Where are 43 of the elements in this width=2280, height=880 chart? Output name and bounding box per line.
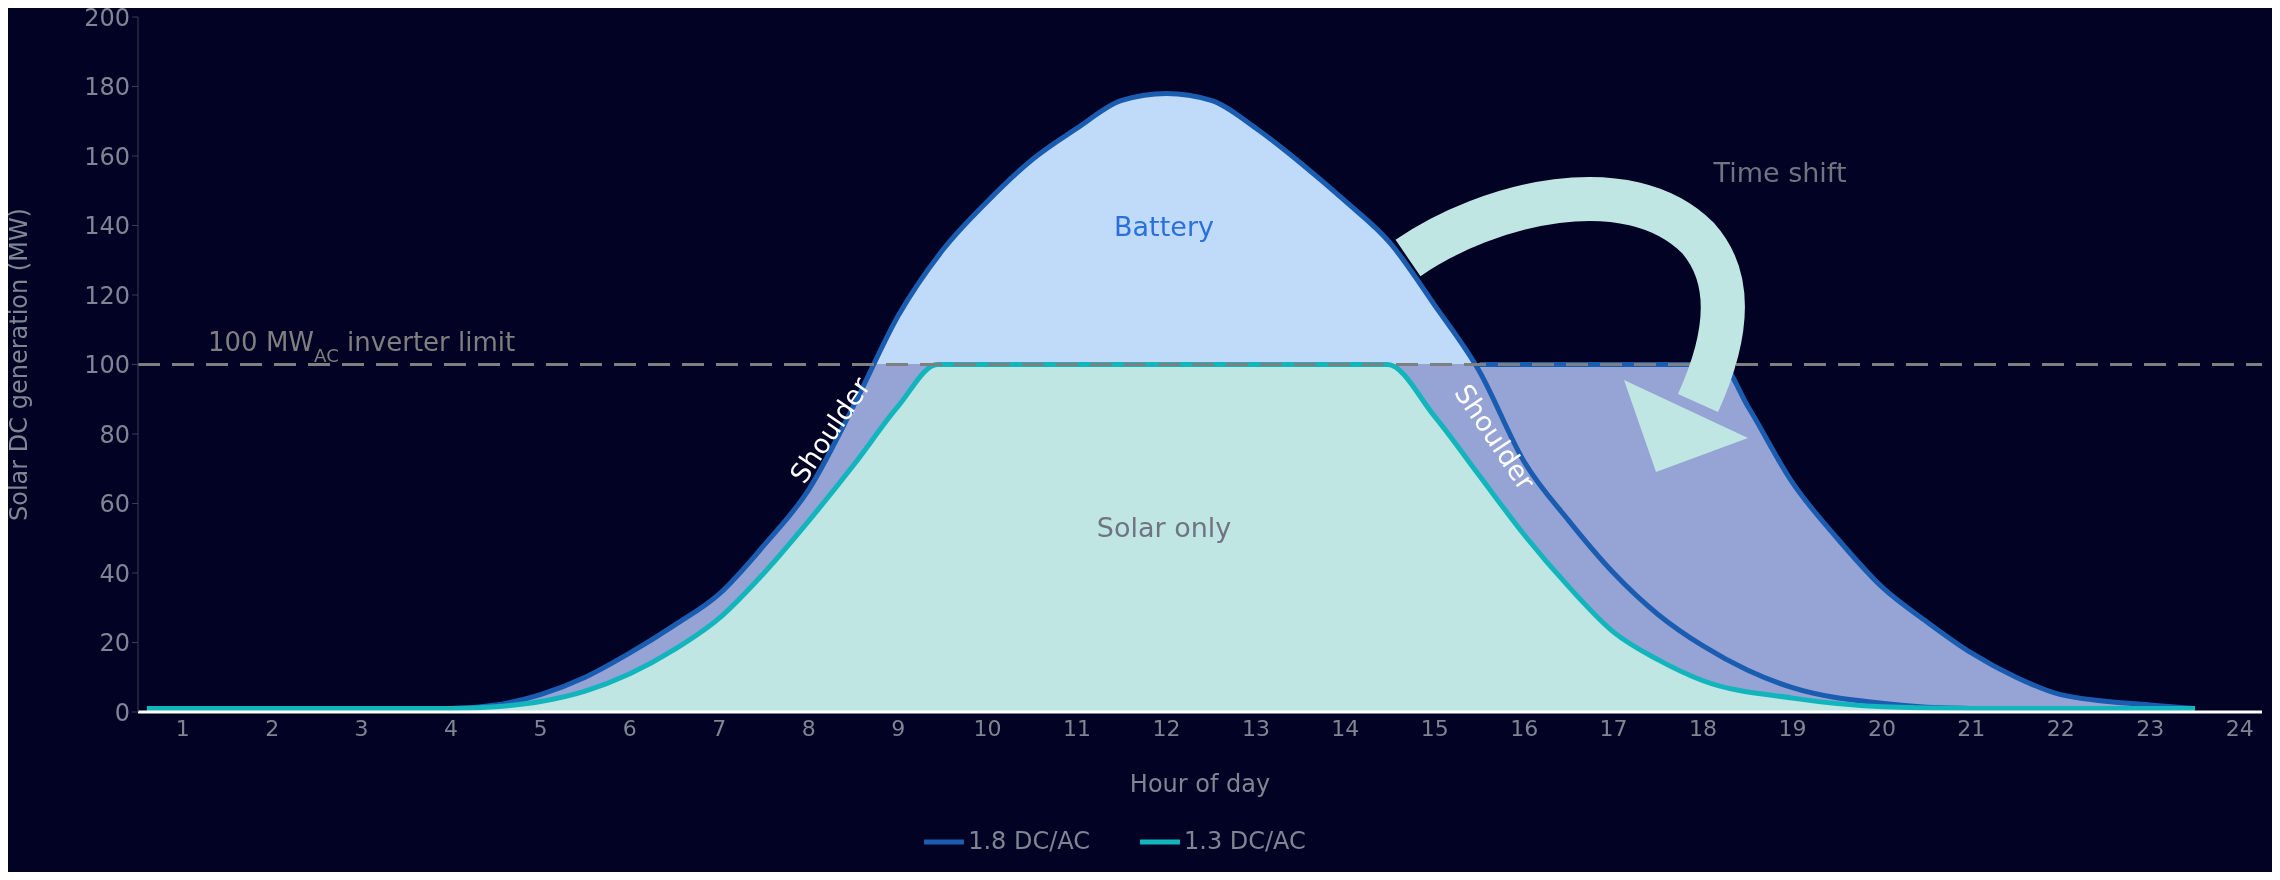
x-tick-label: 12 — [1152, 715, 1181, 741]
x-tick-label: 8 — [801, 715, 816, 741]
y-tick-label: 80 — [99, 420, 130, 449]
x-tick-label: 2 — [265, 715, 280, 741]
x-axis-title: Hour of day — [1129, 770, 1271, 798]
x-tick-label: 24 — [2225, 715, 2254, 741]
x-tick-label: 19 — [1778, 715, 1807, 741]
y-tick-label: 180 — [84, 73, 130, 102]
y-tick-label: 40 — [99, 559, 130, 588]
x-tick-label: 21 — [1957, 715, 1986, 741]
x-tick-label: 6 — [622, 715, 637, 741]
y-axis-title: Solar DC generation (MW) — [4, 208, 33, 521]
x-tick-label: 16 — [1510, 715, 1539, 741]
legend-label: 1.3 DC/AC — [1184, 827, 1306, 855]
x-tick-label: 22 — [2046, 715, 2075, 741]
x-tick-label: 13 — [1241, 715, 1270, 741]
x-tick-label: 3 — [354, 715, 369, 741]
ref-line-label: 100 MW$_{AC}$ inverter limit — [208, 326, 516, 365]
y-tick-label: 0 — [114, 698, 130, 727]
x-tick-label: 18 — [1689, 715, 1718, 741]
annotation: Battery — [1114, 210, 1214, 242]
x-tick-label: 10 — [973, 715, 1002, 741]
y-tick-label: 100 — [84, 351, 130, 380]
x-tick-label: 17 — [1599, 715, 1628, 741]
legend-label: 1.8 DC/AC — [968, 827, 1090, 855]
x-tick-label: 7 — [712, 715, 727, 741]
x-tick-label: 1 — [175, 715, 190, 741]
y-tick-label: 200 — [84, 3, 130, 32]
x-tick-label: 11 — [1063, 715, 1092, 741]
y-tick-label: 160 — [84, 142, 130, 171]
x-tick-label: 5 — [533, 715, 548, 741]
y-tick-label: 60 — [99, 490, 130, 519]
annotation: Time shift — [1712, 156, 1847, 188]
x-tick-label: 20 — [1867, 715, 1896, 741]
x-tick-label: 15 — [1420, 715, 1449, 741]
annotation: Solar only — [1096, 511, 1232, 543]
y-tick-label: 20 — [99, 629, 130, 658]
y-tick-label: 140 — [84, 212, 130, 241]
x-tick-label: 23 — [2136, 715, 2165, 741]
x-tick-label: 14 — [1331, 715, 1360, 741]
x-tick-label: 9 — [891, 715, 906, 741]
y-tick-label: 120 — [84, 281, 130, 310]
x-tick-label: 4 — [444, 715, 459, 741]
